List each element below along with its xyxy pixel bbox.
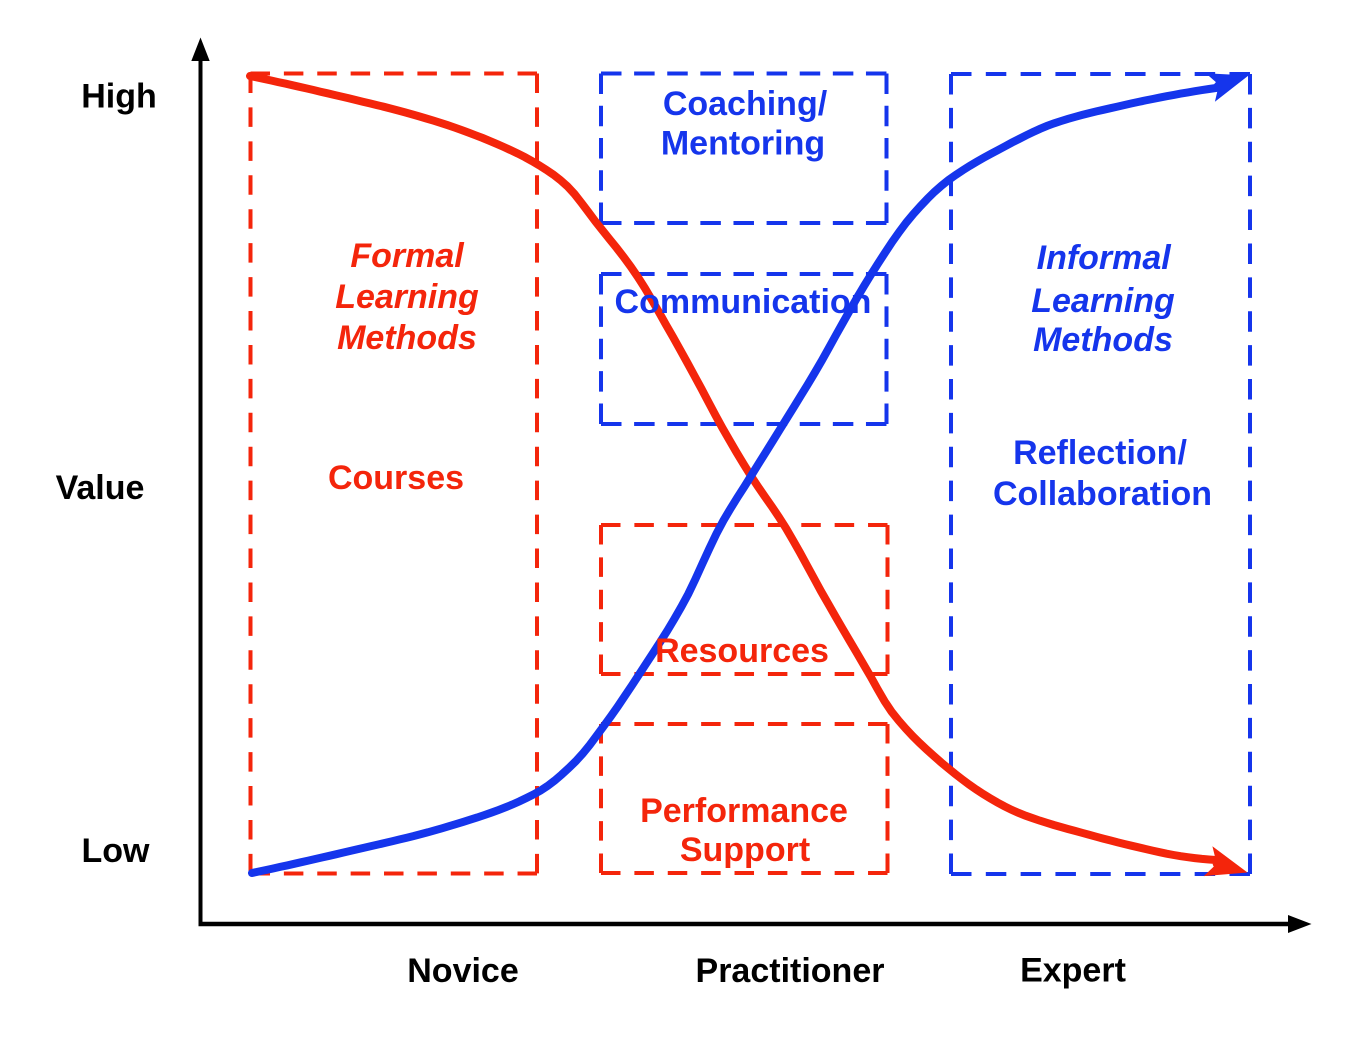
- svg-text:Learning: Learning: [1031, 282, 1175, 320]
- svg-text:Courses: Courses: [328, 459, 464, 497]
- svg-text:Collaboration: Collaboration: [993, 475, 1212, 513]
- svg-text:Support: Support: [680, 831, 810, 869]
- svg-text:Methods: Methods: [337, 319, 477, 357]
- svg-text:Resources: Resources: [655, 632, 829, 670]
- svg-text:Low: Low: [82, 832, 151, 870]
- svg-text:Methods: Methods: [1033, 321, 1173, 359]
- svg-text:Reflection/: Reflection/: [1013, 434, 1187, 472]
- svg-text:Value: Value: [56, 469, 145, 507]
- svg-text:Practitioner: Practitioner: [696, 952, 885, 990]
- svg-text:Learning: Learning: [335, 278, 479, 316]
- svg-text:Formal: Formal: [350, 237, 465, 275]
- svg-text:High: High: [81, 78, 157, 116]
- svg-text:Communication: Communication: [615, 283, 872, 321]
- svg-text:Performance: Performance: [640, 792, 848, 830]
- svg-text:Novice: Novice: [407, 952, 519, 990]
- svg-text:Expert: Expert: [1020, 952, 1126, 990]
- svg-text:Mentoring: Mentoring: [661, 125, 825, 163]
- svg-text:Coaching/: Coaching/: [663, 85, 828, 123]
- svg-text:Informal: Informal: [1037, 239, 1173, 277]
